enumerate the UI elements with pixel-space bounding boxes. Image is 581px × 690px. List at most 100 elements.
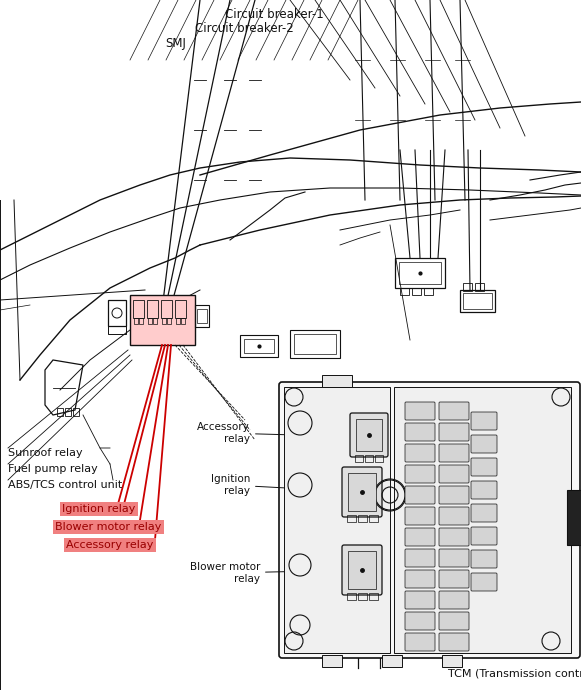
FancyBboxPatch shape xyxy=(471,435,497,453)
FancyBboxPatch shape xyxy=(279,382,580,658)
FancyBboxPatch shape xyxy=(405,507,435,525)
FancyBboxPatch shape xyxy=(405,486,435,504)
FancyBboxPatch shape xyxy=(405,570,435,588)
FancyBboxPatch shape xyxy=(405,612,435,630)
Bar xyxy=(176,318,180,324)
Text: Accessory
relay: Accessory relay xyxy=(198,422,365,444)
Text: Blower motor relay: Blower motor relay xyxy=(55,522,162,532)
Bar xyxy=(290,330,340,358)
Bar xyxy=(108,326,126,334)
Bar xyxy=(382,655,402,667)
Bar xyxy=(347,593,356,600)
Text: SMJ: SMJ xyxy=(165,37,186,50)
Bar xyxy=(358,593,367,600)
Bar xyxy=(399,262,441,284)
FancyBboxPatch shape xyxy=(471,481,497,499)
Bar xyxy=(175,300,186,318)
Bar xyxy=(139,318,143,324)
Bar xyxy=(369,593,378,600)
Bar xyxy=(463,293,492,309)
Bar xyxy=(365,455,373,462)
Bar xyxy=(167,318,171,324)
Bar xyxy=(322,655,342,667)
Bar xyxy=(108,300,126,326)
Text: Fuel pump relay: Fuel pump relay xyxy=(8,464,98,474)
FancyBboxPatch shape xyxy=(439,528,469,546)
Bar xyxy=(460,290,495,312)
Bar xyxy=(65,408,71,416)
Bar xyxy=(162,318,166,324)
Bar xyxy=(244,339,274,353)
Bar xyxy=(412,288,421,295)
Text: Accessory relay: Accessory relay xyxy=(66,540,153,550)
Bar xyxy=(322,375,352,387)
FancyBboxPatch shape xyxy=(439,423,469,441)
Bar xyxy=(442,655,462,667)
FancyBboxPatch shape xyxy=(405,465,435,483)
Bar xyxy=(369,515,378,522)
FancyBboxPatch shape xyxy=(405,591,435,609)
Bar xyxy=(133,300,144,318)
FancyBboxPatch shape xyxy=(405,633,435,651)
FancyBboxPatch shape xyxy=(405,402,435,420)
FancyBboxPatch shape xyxy=(439,633,469,651)
Text: Blower motor
relay: Blower motor relay xyxy=(189,562,358,584)
Bar xyxy=(134,318,138,324)
FancyBboxPatch shape xyxy=(405,444,435,462)
Bar xyxy=(394,387,571,653)
FancyBboxPatch shape xyxy=(342,545,382,595)
FancyBboxPatch shape xyxy=(471,458,497,476)
Text: TCM (Transmission control module): TCM (Transmission control module) xyxy=(448,668,581,678)
FancyBboxPatch shape xyxy=(471,573,497,591)
Bar xyxy=(358,515,367,522)
Bar xyxy=(197,309,207,323)
Text: Ignition
relay: Ignition relay xyxy=(211,474,358,496)
Text: ABS/TCS control unit: ABS/TCS control unit xyxy=(8,480,122,490)
FancyBboxPatch shape xyxy=(405,423,435,441)
FancyBboxPatch shape xyxy=(350,413,388,457)
FancyBboxPatch shape xyxy=(439,444,469,462)
FancyBboxPatch shape xyxy=(471,527,497,545)
Bar xyxy=(161,300,172,318)
Bar xyxy=(567,490,581,545)
Bar xyxy=(475,283,484,291)
Bar xyxy=(240,335,278,357)
Bar xyxy=(375,455,383,462)
Text: Circuit breaker-1: Circuit breaker-1 xyxy=(225,8,324,21)
Bar xyxy=(347,515,356,522)
FancyBboxPatch shape xyxy=(439,402,469,420)
FancyBboxPatch shape xyxy=(439,465,469,483)
FancyBboxPatch shape xyxy=(439,591,469,609)
Bar xyxy=(400,288,409,295)
Bar xyxy=(195,305,209,327)
FancyBboxPatch shape xyxy=(439,612,469,630)
Bar xyxy=(348,551,376,589)
Bar xyxy=(153,318,157,324)
FancyBboxPatch shape xyxy=(439,486,469,504)
FancyBboxPatch shape xyxy=(471,412,497,430)
FancyBboxPatch shape xyxy=(439,549,469,567)
Bar xyxy=(348,473,376,511)
Bar xyxy=(148,318,152,324)
FancyBboxPatch shape xyxy=(439,507,469,525)
Bar xyxy=(57,408,63,416)
FancyBboxPatch shape xyxy=(342,467,382,517)
FancyBboxPatch shape xyxy=(471,504,497,522)
Bar xyxy=(73,408,79,416)
FancyBboxPatch shape xyxy=(405,528,435,546)
FancyBboxPatch shape xyxy=(471,550,497,568)
Bar xyxy=(463,283,472,291)
FancyBboxPatch shape xyxy=(405,549,435,567)
Bar xyxy=(424,288,433,295)
FancyBboxPatch shape xyxy=(439,570,469,588)
Text: Ignition relay: Ignition relay xyxy=(62,504,135,514)
Text: Sunroof relay: Sunroof relay xyxy=(8,448,83,458)
Bar xyxy=(147,300,158,318)
Bar xyxy=(355,455,363,462)
Bar xyxy=(294,334,336,354)
Bar xyxy=(284,387,390,653)
Bar xyxy=(356,419,382,451)
Text: Circuit breaker-2: Circuit breaker-2 xyxy=(195,22,294,35)
Bar xyxy=(395,258,445,288)
Bar xyxy=(181,318,185,324)
